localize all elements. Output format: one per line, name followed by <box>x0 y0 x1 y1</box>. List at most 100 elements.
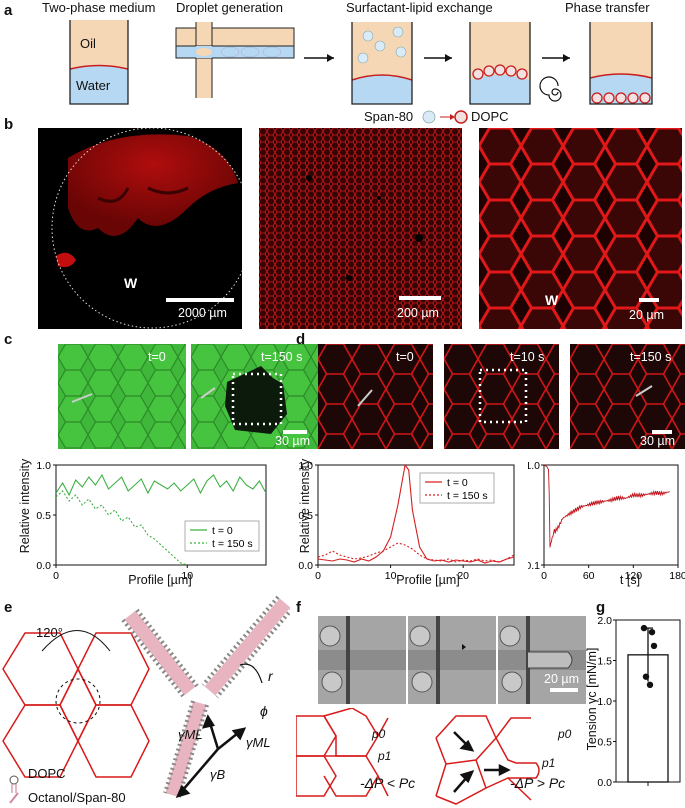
chart-c: 0.0 0.5 1.0 0 10 t = 0t = 150 s <box>36 460 267 582</box>
octanol-legend-icon <box>9 792 19 804</box>
scale-bar-f3 <box>550 688 578 692</box>
series-line-0 <box>317 463 515 564</box>
time-label-c1: t=0 <box>148 350 166 364</box>
panel-label-e: e <box>4 599 13 616</box>
plot-frame <box>543 464 679 566</box>
y-tick-label: 0.5 <box>298 510 313 522</box>
series-line-0 <box>543 464 670 548</box>
y-tick-label: 1.0 <box>36 460 51 472</box>
oil-label: Oil <box>80 36 96 51</box>
scale-bar-b3 <box>639 298 659 302</box>
p0-label-left: p0 <box>372 727 386 741</box>
centrifuge-icon <box>539 76 562 102</box>
gamma-ml-label: γML <box>178 727 203 742</box>
p0-label-right: p0 <box>558 727 572 741</box>
chart-c-ylabel: Relative intensity <box>18 458 32 554</box>
y-tick-label: 0.5 <box>36 510 51 522</box>
series-line-1 <box>317 542 515 563</box>
legend-box <box>184 520 260 552</box>
micrograph-b2: 200 µm <box>259 128 462 329</box>
scale-label-b3: 20 µm <box>629 308 664 322</box>
micrograph-b1: W 2000 µm <box>38 128 242 329</box>
panel-label-b: b <box>4 116 14 133</box>
span80-legend-icon <box>422 110 436 124</box>
time-label-c2: t=150 s <box>261 350 303 364</box>
dopc-legend-icon <box>454 110 468 124</box>
y-tick-label: 1.0 <box>298 460 313 472</box>
x-tick-label: 60 <box>583 570 595 582</box>
exchange-container-1 <box>351 22 413 105</box>
y-tick-label: 1.0 <box>528 460 540 472</box>
legend-dopc-e: DOPC <box>28 766 66 781</box>
legend-span80-label: Span-80 <box>364 109 414 124</box>
micrograph-d3: t=150 s 30 µm <box>570 344 685 449</box>
condition-right: -ΔP > Pc <box>510 775 566 791</box>
data-point <box>648 628 656 636</box>
legend-label-0: t = 0 <box>447 477 468 489</box>
panel-label-a: a <box>4 2 13 19</box>
scale-bar-b1 <box>166 298 234 302</box>
scale-bar-b2 <box>399 296 441 300</box>
scale-label-b1: 2000 µm <box>178 306 227 320</box>
radius-label: r <box>268 668 273 684</box>
panel-f-schematic <box>296 708 540 805</box>
y-tick-label: 0.1 <box>528 560 540 572</box>
y-tick-label: 0.0 <box>298 560 313 572</box>
micrograph-d2: t=10 s <box>444 344 559 449</box>
series-line-1 <box>55 490 188 566</box>
micrograph-f1 <box>318 616 406 704</box>
time-label-d1: t=0 <box>396 350 414 364</box>
gamma-ml2-label: γML <box>246 735 271 750</box>
scale-bar-c2 <box>283 430 307 434</box>
legend-octanol-e: Octanol/Span-80 <box>28 790 126 805</box>
time-label-d2: t=10 s <box>510 350 545 364</box>
x-tick-label: 0 <box>315 570 321 582</box>
exchange-container-2 <box>469 22 531 105</box>
data-point <box>650 642 658 650</box>
scale-label-c2: 30 µm <box>275 434 310 448</box>
panel-label-d: d <box>296 331 306 348</box>
water-label-b3: W <box>545 292 559 308</box>
y-tick-label: 0.0 <box>36 560 51 572</box>
micrograph-c1: t=0 <box>58 344 186 449</box>
x-tick-label: 0 <box>541 570 547 582</box>
chart-d-ylabel: Relative intensity <box>298 458 312 554</box>
gamma-b-label: γB <box>210 767 226 782</box>
title-exchange: Surfactant-lipid exchange <box>346 0 493 15</box>
panel-label-g: g <box>596 599 606 616</box>
title-two-phase: Two-phase medium <box>42 0 156 15</box>
title-phase-transfer: Phase transfer <box>565 0 650 15</box>
panel-e-schematic <box>2 595 290 804</box>
micrograph-d1: t=0 <box>318 344 433 449</box>
lipid-bilayer <box>121 595 290 798</box>
angle-label: 120° <box>36 625 63 640</box>
legend-label-1: t = 150 s <box>212 538 253 550</box>
micrograph-f2 <box>408 616 496 704</box>
scale-label-b2: 200 µm <box>397 306 439 320</box>
chart-g-ylabel: Tension γc [mN/m] <box>585 647 599 751</box>
chart-g: 0.0 0.5 1.0 1.5 2.0 <box>597 615 681 789</box>
legend-box <box>419 472 495 504</box>
chart-d-time-xlabel: t [s] <box>619 573 641 587</box>
y-tick-label: 1.5 <box>597 656 612 668</box>
chart-c-xlabel: Profile [µm] <box>128 573 192 587</box>
panel-a-schematic <box>69 20 653 124</box>
legend-label-1: t = 150 s <box>447 490 488 502</box>
chart-d-xlabel: Profile [µm] <box>396 573 460 587</box>
y-tick-label: 0.5 <box>597 737 612 749</box>
series-line-0 <box>55 473 267 497</box>
micrograph-c2: t=150 s 30 µm <box>191 344 319 449</box>
panel-label-f: f <box>296 599 301 616</box>
x-tick-label: 10 <box>385 570 397 582</box>
chart-d-time: 0.1 1.0 0 60 120 180 <box>528 460 685 582</box>
x-tick-label: 180 <box>669 570 685 582</box>
water-label-b1: W <box>124 275 138 291</box>
x-tick-label: 20 <box>457 570 469 582</box>
dopc-legend-icon-e <box>9 775 19 793</box>
panel-label-c: c <box>4 331 13 348</box>
legend-label-0: t = 0 <box>212 525 233 537</box>
y-tick-label: 0.0 <box>597 777 612 789</box>
micrograph-b3: W 20 µm <box>479 128 682 329</box>
data-point <box>642 673 650 680</box>
x-tick-label: 120 <box>625 570 643 582</box>
